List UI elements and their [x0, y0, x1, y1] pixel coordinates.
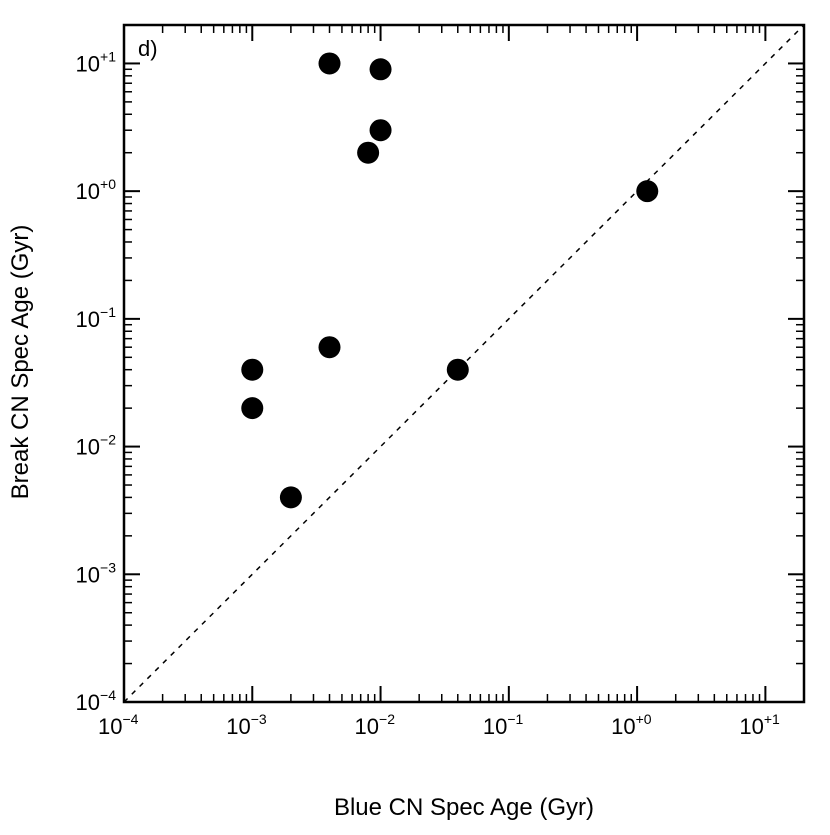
x-tick-label: 10+0	[611, 711, 652, 739]
panel-label: d)	[138, 36, 158, 61]
data-point	[318, 336, 341, 359]
data-point	[369, 58, 392, 81]
data-point	[241, 358, 264, 381]
data-point	[241, 397, 264, 420]
major-ticks	[123, 25, 804, 703]
data-point	[446, 358, 469, 381]
y-tick-label: 10−1	[76, 304, 117, 332]
x-tick-label: 10+1	[739, 711, 780, 739]
x-tick-label: 10−2	[355, 711, 396, 739]
data-points	[241, 52, 659, 509]
x-tick-labels: 10−4 10−3 10−2 10−1 10+0 10+1	[98, 711, 780, 739]
minor-ticks	[124, 25, 804, 702]
y-tick-label: 10−3	[76, 559, 117, 587]
y-axis-label: Break CN Spec Age (Gyr)	[7, 225, 34, 500]
data-point	[357, 141, 380, 164]
plot-frame	[122, 23, 806, 704]
data-point	[279, 486, 302, 509]
y-tick-label: 10+1	[76, 48, 117, 76]
y-tick-label: 10−4	[76, 687, 117, 715]
x-tick-label: 10−4	[98, 711, 139, 739]
x-tick-label: 10−3	[226, 711, 267, 739]
data-point	[369, 119, 392, 142]
y-tick-labels: 10−4 10−3 10−2 10−1 10+0 10+1	[76, 48, 117, 715]
y-tick-label: 10+0	[76, 176, 117, 204]
x-axis-label: Blue CN Spec Age (Gyr)	[334, 794, 594, 821]
data-point	[318, 52, 341, 75]
y-tick-label: 10−2	[76, 432, 117, 460]
data-point	[636, 180, 659, 203]
x-tick-label: 10−1	[483, 711, 524, 739]
